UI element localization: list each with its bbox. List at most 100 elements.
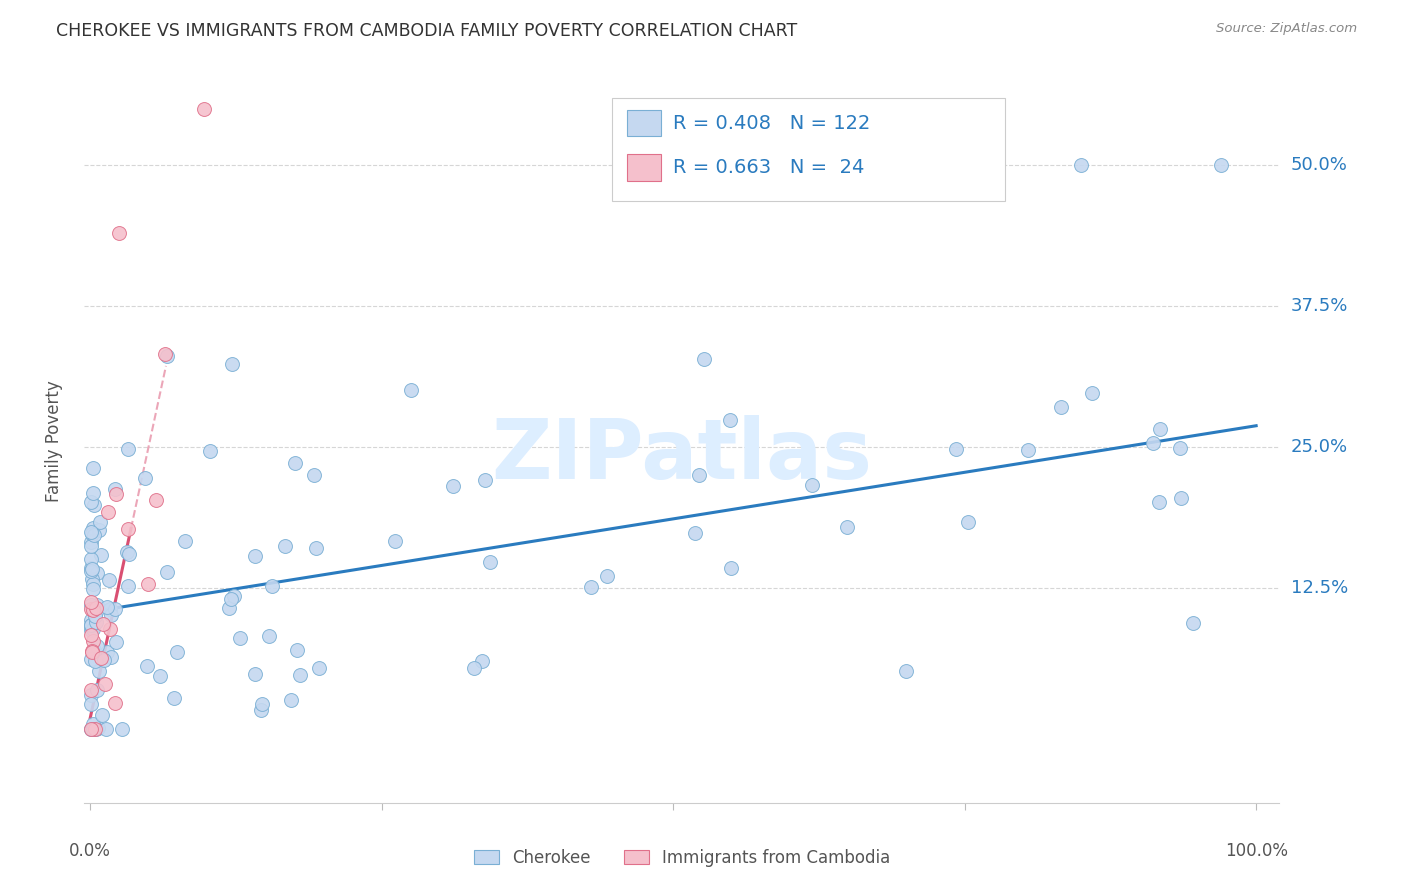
Text: 100.0%: 100.0% [1225,842,1288,860]
Point [198,443,221,458]
Point [108,226,131,240]
Point [115,544,138,558]
Point [91,707,114,722]
Point [86,615,108,630]
Text: 12.5%: 12.5% [1291,579,1348,598]
Point [84,609,107,624]
Point [250,702,273,716]
Point [384,534,406,549]
Point [221,357,243,371]
Point [688,468,710,483]
Point [98,622,121,636]
Point [693,351,716,366]
Point [894,665,917,679]
Point [80,564,103,578]
Point [82,622,104,636]
Text: CHEROKEE VS IMMIGRANTS FROM CAMBODIA FAMILY POVERTY CORRELATION CHART: CHEROKEE VS IMMIGRANTS FROM CAMBODIA FAM… [56,22,797,40]
Point [80,723,103,737]
Point [80,688,103,702]
Point [287,643,309,657]
Point [683,526,706,541]
Text: R = 0.408   N = 122: R = 0.408 N = 122 [673,113,870,133]
Point [90,650,112,665]
Point [136,577,159,591]
Point [229,631,252,645]
Point [82,521,104,535]
Point [89,664,111,678]
Point [260,579,283,593]
Point [80,599,103,613]
Point [305,541,328,555]
Text: 0.0%: 0.0% [69,842,111,860]
Point [80,602,103,616]
Point [82,485,104,500]
Point [149,669,172,683]
Point [1142,436,1164,450]
Point [80,552,103,566]
Point [80,539,103,553]
Point [134,471,156,485]
Point [80,697,103,711]
Point [1149,421,1171,435]
Point [100,607,122,622]
Point [308,661,330,675]
Point [945,442,967,456]
Text: Source: ZipAtlas.com: Source: ZipAtlas.com [1216,22,1357,36]
Text: 37.5%: 37.5% [1291,297,1348,315]
Point [93,653,115,667]
Point [83,643,105,657]
Point [80,534,103,549]
Point [86,566,108,580]
Point [156,349,179,363]
Point [82,643,104,657]
Point [1017,443,1039,458]
Point [155,565,177,579]
Point [105,635,128,649]
Point [97,573,120,587]
Point [956,515,979,529]
Point [98,601,121,615]
Point [82,577,104,591]
Point [80,628,103,642]
Point [100,650,122,665]
Point [82,603,104,617]
Text: ZIPatlas: ZIPatlas [492,416,872,497]
Point [104,602,127,616]
Point [82,572,104,586]
Point [80,561,103,575]
Point [800,478,823,492]
Point [82,633,104,648]
Point [80,652,103,666]
Point [80,683,103,698]
Point [463,660,485,674]
Point [224,589,246,603]
Point [579,580,602,594]
Point [89,516,111,530]
Point [82,582,104,596]
Point [1049,400,1071,414]
Point [84,605,107,619]
Point [136,659,159,673]
Point [718,413,741,427]
Point [284,456,307,470]
Point [80,723,103,737]
Point [117,579,139,593]
Point [96,600,118,615]
Point [252,698,274,712]
Point [1168,442,1191,456]
Point [257,629,280,643]
Point [87,721,110,735]
Point [1080,386,1102,401]
Point [111,723,134,737]
Point [274,539,297,553]
Point [83,654,105,668]
Text: 25.0%: 25.0% [1291,438,1348,456]
Point [84,723,107,737]
Point [163,691,186,706]
Point [474,473,496,487]
Point [82,723,104,737]
Point [1182,616,1205,631]
Point [96,645,118,659]
Y-axis label: Family Poverty: Family Poverty [45,381,63,502]
Point [193,102,215,116]
